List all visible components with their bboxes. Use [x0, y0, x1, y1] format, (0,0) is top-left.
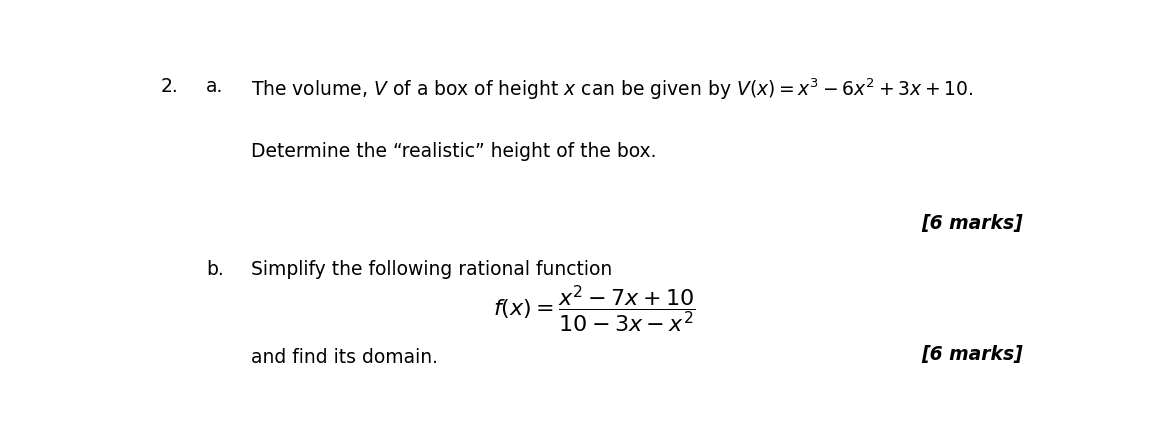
Text: a.: a.: [206, 77, 224, 96]
Text: [6 marks]: [6 marks]: [921, 345, 1023, 364]
Text: Determine the “realistic” height of the box.: Determine the “realistic” height of the …: [250, 142, 656, 161]
Text: [6 marks]: [6 marks]: [921, 214, 1023, 233]
Text: The volume, $V$ of a box of height $x$ can be given by $V(x) = x^3 - 6x^2 + 3x +: The volume, $V$ of a box of height $x$ c…: [250, 77, 974, 103]
Text: 2.: 2.: [161, 77, 178, 96]
Text: $f(x) = \dfrac{x^2 - 7x + 10}{10 - 3x - x^2}$: $f(x) = \dfrac{x^2 - 7x + 10}{10 - 3x - …: [493, 283, 695, 335]
Text: b.: b.: [206, 260, 224, 279]
Text: and find its domain.: and find its domain.: [250, 348, 438, 367]
Text: Simplify the following rational function: Simplify the following rational function: [250, 260, 612, 279]
